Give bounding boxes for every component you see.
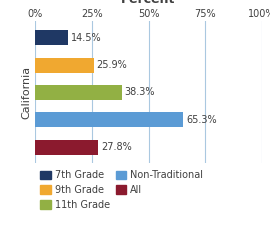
Title: Percent: Percent [121,0,176,6]
Bar [35,30,68,45]
Bar [35,58,94,73]
Text: 38.3%: 38.3% [125,87,155,97]
Bar [35,85,122,100]
Text: 14.5%: 14.5% [71,33,101,43]
Bar [35,112,183,127]
Text: 25.9%: 25.9% [97,60,127,70]
Text: 65.3%: 65.3% [186,115,217,125]
Legend: 7th Grade, 9th Grade, 11th Grade, Non-Traditional, All: 7th Grade, 9th Grade, 11th Grade, Non-Tr… [40,170,203,210]
Y-axis label: California: California [21,66,31,119]
Bar [35,140,98,155]
Text: 27.8%: 27.8% [101,142,131,152]
